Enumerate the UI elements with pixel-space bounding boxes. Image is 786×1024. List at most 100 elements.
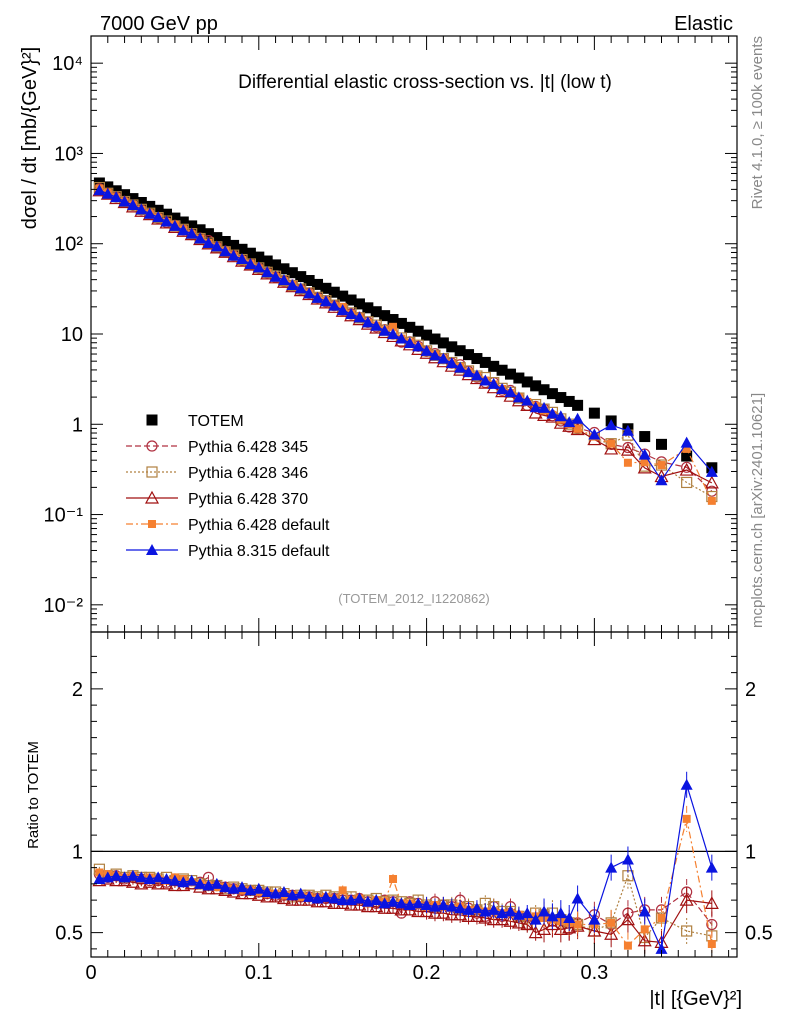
legend-label: Pythia 6.428 370: [188, 491, 308, 508]
totem-data-point: [236, 243, 248, 255]
pythia-6-428-370-ratio-point: [511, 915, 526, 929]
pythia-8-315-default-point: [554, 410, 567, 422]
pythia-8-315-default-ratio-point: [571, 892, 584, 904]
totem-data-point: [177, 216, 189, 228]
ratio-y-tick-label-right: 2: [745, 679, 756, 701]
totem-data-point: [639, 431, 651, 443]
pythia-6-428-370-point: [604, 441, 619, 455]
totem-data-point: [286, 267, 298, 279]
pythia-6-428-370-ratio-point: [620, 912, 635, 926]
pythia-6-428-default-point: [389, 322, 398, 331]
totem-data-point: [110, 185, 122, 197]
totem-data-point: [471, 353, 483, 365]
legend: TOTEM Pythia 6.428 345 Pythia 6.428 346 Pyt…: [126, 413, 330, 560]
pythia-8-315-default-ratio-point: [403, 899, 416, 910]
pythia-6-428-370-point: [704, 475, 719, 489]
pythia-6-428-default-ratio-point: [95, 868, 104, 877]
legend-label: Pythia 8.315 default: [188, 543, 330, 560]
pythia-8-315-default-point: [487, 377, 500, 389]
pythia-8-315-default-ratio-point: [680, 778, 693, 790]
pythia-8-315-default-point: [135, 203, 148, 215]
pythia-6-428-370-ratio-point: [495, 912, 510, 926]
pythia-6-428-default-point: [640, 458, 649, 467]
pythia-8-315-default-point: [538, 401, 551, 413]
pythia-8-315-default-ratio-point: [479, 905, 492, 917]
pythia-6-428-370-ratio-point: [436, 905, 451, 919]
pythia-8-315-default-ratio-point: [168, 874, 181, 886]
totem-data-point: [312, 278, 324, 290]
pythia-8-315-default-ratio-point: [420, 899, 433, 910]
top-y-tick-label: 10³: [54, 143, 83, 165]
pythia-8-315-default-ratio-point: [521, 907, 534, 919]
pythia-6-428-default-ratio-point: [682, 814, 691, 823]
totem-data-point: [253, 251, 265, 263]
pythia-8-315-default-ratio-point: [244, 884, 257, 896]
pythia-6-428-370-ratio-point: [637, 933, 652, 947]
pythia-6-428-370-ratio-point: [461, 909, 476, 922]
top-y-tick-label: 10⁴: [52, 53, 83, 75]
top-y-tick-label: 10: [61, 324, 83, 346]
pythia-6-428-370-point: [537, 408, 552, 421]
pythia-8-315-default-ratio-point: [454, 902, 467, 914]
ratio-y-axis-label: Ratio to TOTEM: [25, 741, 42, 849]
pythia-8-315-default-point: [294, 282, 307, 294]
pythia-8-315-default-ratio-point: [202, 879, 215, 891]
pythia-8-315-default-point: [202, 236, 215, 248]
legend-label: Pythia 6.428 default: [188, 517, 330, 534]
pythia-8-315-default-ratio-point: [294, 887, 307, 899]
pythia-8-315-default-ratio-point: [563, 912, 576, 923]
pythia-8-315-default-point: [152, 211, 165, 223]
pythia-8-315-default-ratio-point: [160, 873, 173, 884]
pythia-8-315-default-point: [361, 316, 374, 328]
pythia-8-315-default-point: [395, 332, 408, 344]
totem-data-point: [563, 395, 575, 407]
pythia-6-428-default-ratio-point: [640, 925, 649, 934]
pythia-8-315-default-ratio-point: [705, 861, 718, 873]
totem-data-point: [303, 275, 315, 287]
analysis-tag: (TOTEM_2012_I1220862): [338, 591, 490, 606]
totem-data-point: [546, 388, 558, 400]
mcplots-source-note: mcplots.cern.ch [arXiv:2401.10621]: [749, 393, 766, 628]
pythia-8-315-default-point: [479, 374, 492, 386]
totem-data-point: [412, 325, 424, 337]
x-tick-label: 0.2: [413, 962, 441, 984]
pythia-8-315-default-point: [328, 299, 341, 311]
pythia-8-315-default-point: [496, 382, 509, 394]
pythia-6-428-370-ratio-point: [545, 917, 560, 931]
pythia-8-315-default-ratio-point: [504, 905, 517, 917]
pythia-8-315-default-point: [504, 386, 517, 398]
pythia-6-428-370-ratio-point: [562, 920, 577, 934]
totem-data-point: [278, 263, 290, 275]
pythia-8-315-default-point: [227, 249, 240, 261]
pythia-8-315-default-point: [101, 187, 114, 199]
pythia-8-315-default-ratio-point: [328, 892, 341, 904]
pythia-6-428-370-ratio-point: [486, 912, 501, 926]
header-right: Elastic: [674, 13, 733, 35]
top-y-tick-label: 10²: [54, 234, 83, 256]
pythia-8-315-default-ratio-point: [227, 882, 240, 894]
legend-marker: [146, 414, 158, 426]
pythia-8-315-default-ratio-point: [277, 886, 290, 897]
pythia-8-315-default-ratio-point: [319, 890, 332, 902]
pythia-8-315-default-ratio-point: [345, 894, 358, 906]
pythia-8-315-default-ratio-point: [286, 889, 299, 901]
pythia-6-428-345-point: [622, 441, 634, 454]
ratio-y-tick-label: 1: [72, 841, 83, 863]
totem-data-point: [588, 407, 600, 419]
pythia-6-428-345-ratio-point: [706, 918, 718, 931]
pythia-8-315-default-ratio-point: [185, 874, 198, 886]
totem-data-point: [169, 212, 181, 224]
pythia-8-315-default-ratio-point: [93, 873, 106, 884]
rivet-version-note: Rivet 4.1.0, ≥ 100k events: [749, 36, 766, 209]
pythia-8-315-default-ratio-point: [387, 895, 400, 907]
pythia-8-315-default-point: [655, 474, 668, 486]
totem-data-point: [202, 228, 214, 240]
pythia-8-315-default-ratio-point: [152, 871, 165, 883]
totem-data-point: [194, 224, 206, 236]
pythia-8-315-default-ratio-point: [378, 897, 391, 909]
totem-data-point: [437, 337, 449, 349]
pythia-8-315-default-point: [160, 215, 173, 227]
pythia-8-315-default-point: [311, 291, 324, 303]
pythia-8-315-default-ratio-point: [470, 902, 483, 914]
